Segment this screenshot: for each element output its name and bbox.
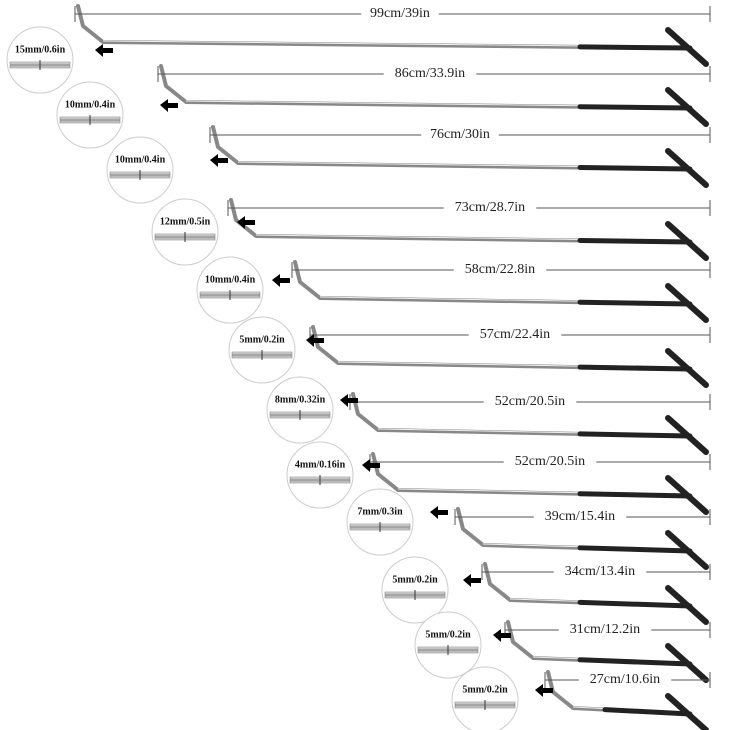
tip-label: 5mm/0.2in (392, 574, 438, 585)
handle-bar (665, 693, 709, 730)
length-label: 76cm/30in (430, 127, 490, 142)
label-bg (558, 621, 652, 639)
handle (602, 707, 693, 717)
label-bg (533, 508, 627, 526)
tip-label: 8mm/0.32in (275, 394, 326, 405)
label-bg (383, 65, 477, 83)
tip-label: 4mm/0.16in (295, 459, 346, 470)
handle (577, 364, 693, 372)
length-label: 58cm/22.8in (465, 262, 535, 277)
rod (211, 125, 692, 171)
tip-label: 5mm/0.2in (239, 334, 285, 345)
rods: 99cm/39in 15mm/0.6in 86cm/33.9in 10mm/0.4in… (6, 4, 711, 730)
tip-label: 15mm/0.6in (15, 44, 66, 55)
tip-label: 10mm/0.4in (205, 274, 256, 285)
length-label: 52cm/20.5in (515, 454, 585, 469)
label-bg (483, 393, 577, 411)
tip-label: 10mm/0.4in (115, 154, 166, 165)
handle-bar (665, 87, 709, 127)
arrow (430, 506, 448, 519)
rod (351, 392, 692, 438)
label-bg (553, 563, 647, 581)
arrow (340, 394, 358, 407)
length-label: 99cm/39in (370, 6, 430, 21)
tip-label: 5mm/0.2in (462, 684, 508, 695)
handle-bar (665, 27, 709, 67)
handle (577, 44, 693, 51)
handle-bar (665, 585, 709, 625)
handle-bar (665, 530, 709, 570)
rod (76, 4, 692, 50)
length-label: 86cm/33.9in (395, 66, 465, 81)
label-bg (503, 453, 597, 471)
length-label: 57cm/22.4in (480, 327, 550, 342)
tip-label: 12mm/0.5in (160, 216, 211, 227)
arrow (463, 574, 481, 587)
label-bg (421, 126, 499, 144)
arrow (95, 44, 113, 57)
handle (577, 104, 693, 111)
handle-bar (665, 348, 709, 388)
arrow (306, 334, 324, 347)
label-bg (361, 5, 439, 23)
handle-bar (665, 415, 709, 455)
arrow (535, 684, 553, 697)
handle (577, 299, 693, 307)
arrow (493, 629, 511, 642)
arrow (160, 99, 178, 112)
label-bg (453, 261, 547, 279)
tip-label: 10mm/0.4in (65, 99, 116, 110)
handle-bar (665, 283, 709, 323)
length-label: 52cm/20.5in (495, 394, 565, 409)
length-label: 39cm/15.4in (545, 509, 615, 524)
handle-bar (665, 475, 709, 515)
length-label: 73cm/28.7in (455, 200, 525, 215)
length-label: 31cm/12.2in (570, 622, 640, 637)
rod (159, 64, 692, 110)
handle (577, 491, 693, 499)
tip-label: 5mm/0.2in (425, 629, 471, 640)
label-bg (578, 671, 672, 689)
arrow (210, 154, 228, 167)
length-label: 27cm/10.6in (590, 672, 660, 687)
handle (577, 165, 693, 172)
arrow (237, 216, 255, 229)
tip-label: 7mm/0.3in (357, 506, 403, 517)
rod (311, 325, 692, 371)
label-bg (468, 326, 562, 344)
handle-bar (665, 148, 709, 188)
tip-circle (451, 666, 519, 730)
handle (577, 237, 693, 245)
handle (577, 431, 693, 439)
arrow (272, 274, 290, 287)
handle (577, 599, 693, 609)
rod (229, 198, 692, 244)
handle (577, 545, 693, 554)
rod (293, 260, 692, 306)
handle (577, 657, 693, 667)
handle-bar (665, 221, 709, 261)
handle-bar (665, 643, 709, 683)
label-bg (443, 199, 537, 217)
arrow (362, 459, 380, 472)
length-label: 34cm/13.4in (565, 564, 635, 579)
